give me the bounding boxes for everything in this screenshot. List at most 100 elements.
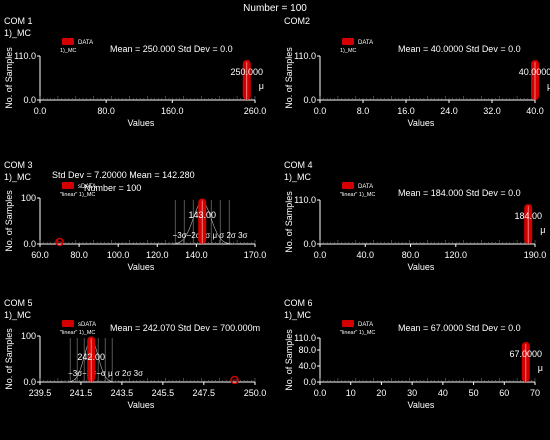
y-tick-label: 110.0 (294, 51, 316, 61)
panel-subtitle: 1)_MC (284, 310, 312, 320)
x-tick-label: 160.0 (161, 106, 184, 116)
legend-label: DATA (358, 322, 373, 328)
y-tick-label: 0.0 (303, 377, 316, 387)
y-tick-label: 110.0 (14, 51, 36, 61)
legend-swatch (62, 38, 74, 45)
histogram-panel-com3: COM 3 1)_MC sDATA "linear" 1)_MC Std Dev = 7… (0, 158, 275, 302)
marker-value-label: 143.00 (188, 210, 216, 220)
y-axis-label: No. of Samples (284, 191, 294, 253)
y-axis-label: No. of Samples (4, 47, 14, 109)
legend-swatch (342, 320, 354, 327)
stats-line: Std Dev = 7.20000 Mean = 142.280 (52, 170, 195, 180)
x-tick-label: 10 (346, 388, 356, 398)
x-tick-label: 0.0 (314, 250, 327, 260)
x-tick-label: 40.0 (356, 250, 374, 260)
y-axis-label: No. of Samples (284, 329, 294, 391)
x-axis-label: Values (128, 262, 155, 272)
x-tick-label: 80.0 (70, 250, 88, 260)
sigma-labels: −3σ−2σ−σ μ σ 2σ 3σ (173, 231, 248, 240)
legend-label: sDATA (78, 184, 96, 190)
x-tick-label: 0.0 (314, 388, 327, 398)
legend-label: DATA (358, 184, 373, 190)
y-tick-label: 40.0 (298, 361, 316, 371)
histogram-panel-com5: COM 5 1)_MC sDATA "linear" 1)_MC Mean = 242.… (0, 296, 275, 440)
x-tick-label: 140.0 (185, 250, 208, 260)
marker-value-label: 250.000 (230, 67, 263, 77)
stats-line: Mean = 242.070 Std Dev = 700.000m (110, 323, 260, 333)
y-tick-label: 100 (21, 193, 36, 203)
histogram-panel-com6: COM 6 1)_MC DATA "linear" 1)_MC Mean = 67.00… (280, 296, 550, 440)
stats-line: Mean = 184.000 Std Dev = 0.0 (398, 188, 521, 198)
y-axis-label: No. of Samples (4, 328, 14, 390)
x-tick-label: 245.5 (152, 388, 175, 398)
histogram-panel-com2: COM2 DATA 1)_MC Mean = 40.0000 Std Dev = 0.… (280, 14, 550, 158)
x-tick-label: 260.0 (244, 106, 267, 116)
marker-value-label: 40.0000 (519, 67, 550, 77)
x-tick-label: 60 (499, 388, 509, 398)
x-tick-label: 250.0 (244, 388, 267, 398)
panel-subtitle: 1)_MC (284, 172, 312, 182)
x-tick-label: 170.0 (244, 250, 267, 260)
legend-sublabel: "linear" 1)_MC (60, 330, 95, 336)
x-tick-label: 30 (407, 388, 417, 398)
x-tick-label: 70 (530, 388, 540, 398)
x-tick-label: 190.0 (524, 250, 547, 260)
histogram-panel-com1: COM 1 1)_MC DATA 1)_MC Mean = 250.000 Std De… (0, 14, 275, 158)
x-tick-label: 20 (376, 388, 386, 398)
y-tick-label: 110.0 (294, 333, 316, 343)
x-tick-label: 40.0 (526, 106, 544, 116)
x-tick-label: 247.5 (193, 388, 216, 398)
y-tick-label: 0.0 (23, 95, 36, 105)
x-tick-label: 120.0 (146, 250, 169, 260)
x-tick-label: 24.0 (440, 106, 458, 116)
legend-label: sDATA (78, 322, 96, 328)
x-tick-label: 243.5 (111, 388, 134, 398)
x-tick-label: 50 (469, 388, 479, 398)
histogram-svg-com5: COM 5 1)_MC sDATA "linear" 1)_MC Mean = 242.… (4, 298, 267, 410)
legend-swatch (342, 38, 354, 45)
legend-label: DATA (358, 40, 373, 46)
x-tick-label: 80.0 (402, 250, 420, 260)
y-tick-label: 0.0 (23, 377, 36, 387)
stats-line: Mean = 67.0000 Std Dev = 0.0 (398, 323, 521, 333)
marker-value-label: 184.00 (514, 211, 542, 221)
panel-title: COM 6 (284, 298, 313, 308)
legend-sublabel: "linear" 1)_MC (340, 330, 375, 336)
panel-title: COM 4 (284, 160, 313, 170)
y-axis-label: No. of Samples (4, 190, 14, 252)
histogram-svg-com4: COM 4 1)_MC DATA "linear" 1)_MC Mean = 184.0… (284, 160, 547, 272)
mu-label: μ (540, 225, 545, 235)
y-axis-label: No. of Samples (284, 47, 294, 109)
data-point-outlier (230, 375, 239, 385)
x-tick-label: 60.0 (31, 250, 49, 260)
x-axis-label: Values (408, 400, 435, 410)
x-axis-label: Values (128, 118, 155, 128)
legend-swatch (62, 182, 74, 189)
x-tick-label: 241.5 (70, 388, 93, 398)
x-tick-label: 32.0 (483, 106, 501, 116)
y-tick-label: 0.0 (23, 239, 36, 249)
x-axis-label: Values (408, 262, 435, 272)
legend-swatch (62, 320, 74, 327)
x-tick-label: 120.0 (445, 250, 468, 260)
mu-label: μ (547, 81, 550, 91)
sigma-labels: −3σ−2σ−σ μ σ 2σ 3σ (68, 369, 143, 378)
y-tick-label: 0.0 (303, 239, 316, 249)
y-tick-label: 80.0 (298, 345, 316, 355)
legend-sublabel: "linear" 1)_MC (60, 192, 95, 198)
y-tick-label: 110.0 (294, 195, 316, 205)
x-tick-label: 16.0 (397, 106, 415, 116)
y-tick-label: 100 (21, 331, 36, 341)
mu-label: μ (538, 363, 543, 373)
legend-swatch (342, 182, 354, 189)
marker-value-label: 242.00 (77, 352, 105, 362)
y-tick-label: 0.0 (303, 95, 316, 105)
legend-label: DATA (78, 40, 93, 46)
x-tick-label: 40 (438, 388, 448, 398)
mu-label: μ (259, 81, 264, 91)
histogram-svg-com3: COM 3 1)_MC sDATA "linear" 1)_MC Std Dev = 7… (4, 160, 267, 272)
panel-subtitle: 1)_MC (4, 310, 32, 320)
data-point-outlier (55, 237, 64, 247)
histogram-svg-com6: COM 6 1)_MC DATA "linear" 1)_MC Mean = 67.00… (284, 298, 543, 410)
